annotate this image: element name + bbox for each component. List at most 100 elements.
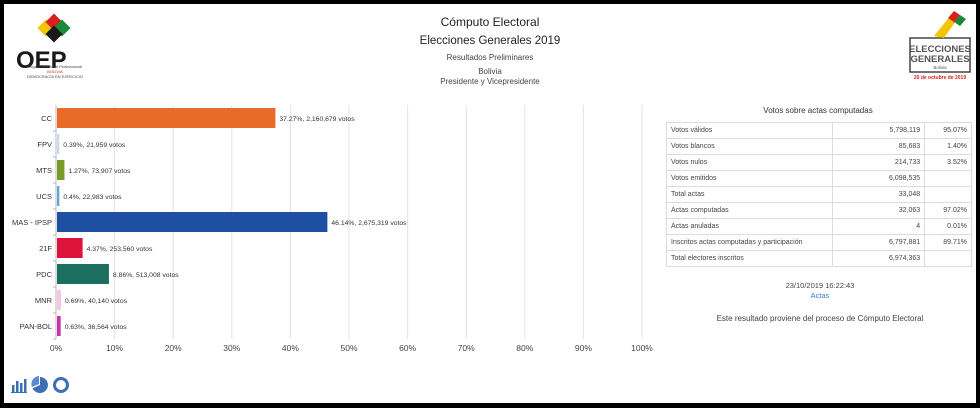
office-label: Presidente y Vicepresidente [440, 77, 540, 86]
stats-cell-pct: 1.40% [924, 138, 972, 155]
stats-cell-pct [924, 250, 972, 267]
category-label: 21F [39, 244, 52, 253]
stats-cell-label: Actas computadas [666, 202, 833, 219]
x-tick-label: 70% [458, 343, 475, 353]
chart-type-switcher [10, 376, 72, 394]
bar[interactable] [57, 238, 83, 258]
x-tick-label: 80% [516, 343, 533, 353]
bar-data-label: 8.86%, 513,008 votos [113, 272, 179, 279]
stats-cell-value: 85,683 [831, 138, 926, 155]
bar[interactable] [57, 108, 276, 128]
update-info: 23/10/2019 16:22:43 Actas [668, 281, 972, 301]
x-tick-label: 50% [340, 343, 357, 353]
bar[interactable] [57, 316, 61, 336]
logo-text-date: 20 de octubre de 2019 [914, 75, 966, 81]
stats-cell-pct: 95.07% [924, 122, 972, 139]
bar[interactable] [57, 264, 109, 284]
bar-data-label: 0.4%, 22,983 votos [63, 194, 122, 201]
logo-text-country: Bolivia [933, 65, 947, 70]
bar[interactable] [57, 160, 65, 180]
bar-data-label: 0.69%, 40,140 votos [65, 298, 128, 305]
bar-chart-icon[interactable] [10, 376, 28, 394]
oep-caption-line2: BOLIVIA [47, 69, 63, 74]
category-label: CC [41, 114, 52, 123]
stats-table: Votos válidos 5,798,119 95.07% Votos blanco… [666, 122, 972, 267]
bar[interactable] [57, 134, 60, 154]
bar-data-label: 0.63%, 36,564 votos [65, 324, 128, 331]
stats-cell-value: 214,733 [831, 154, 926, 171]
stats-row: Total electores inscritos 6,974,363 [666, 250, 972, 267]
category-label: MNR [35, 296, 53, 305]
stats-cell-value: 6,797,881 [831, 234, 926, 251]
x-tick-label: 20% [165, 343, 182, 353]
logo-text-elecciones: ELECCIONES [909, 44, 971, 55]
category-label: PAN-BOL [20, 322, 52, 331]
oep-logo-caption: Órgano Electoral Plurinacional BOLIVIA D… [10, 64, 100, 79]
stats-cell-label: Total electores inscritos [666, 250, 833, 267]
chart-svg: 0% 10% 20% 30% 40% 50% 60% 70% 80% 90% 100% CC 37.27… [12, 105, 653, 353]
stats-cell-pct [924, 170, 972, 187]
pie-chart-icon[interactable] [31, 376, 49, 394]
stats-cell-value: 32,063 [831, 202, 926, 219]
source-note: Este resultado proviene del proceso de C… [716, 314, 924, 323]
country-label: Bolivia [478, 67, 502, 76]
bar-data-label: 0.39%, 21,959 votos [63, 142, 126, 149]
x-tick-label: 100% [631, 343, 653, 353]
bar-data-label: 46.14%, 2,675,319 votos [331, 220, 407, 227]
stats-cell-pct: 0.01% [924, 218, 972, 235]
x-tick-label: 0% [50, 343, 63, 353]
bar[interactable] [57, 290, 62, 310]
oep-caption-line3: DEMOCRACIA EN EJERCICIO [26, 74, 83, 79]
stats-row: Actas computadas 32,063 97.02% [666, 202, 972, 219]
stats-row: Inscritos actas computadas y participaci… [666, 234, 972, 251]
stats-cell-label: Votos nulos [666, 154, 833, 171]
stats-cell-label: Inscritos actas computadas y participaci… [666, 234, 833, 251]
page-header: Cómputo Electoral Elecciones Generales 2… [4, 12, 976, 87]
category-label: PDC [36, 270, 52, 279]
x-tick-label: 90% [575, 343, 592, 353]
stats-row: Votos emitidos 6,098,535 [666, 170, 972, 187]
oep-logo: OEP [16, 13, 71, 74]
bar-data-label: 4.37%, 253,560 votos [87, 246, 153, 253]
bar[interactable] [57, 186, 60, 206]
stats-row: Votos válidos 5,798,119 95.07% [666, 122, 972, 139]
stats-row: Votos blancos 85,683 1.40% [666, 138, 972, 155]
stats-cell-label: Votos emitidos [666, 170, 833, 187]
stats-cell-pct [924, 186, 972, 203]
stats-row: Total actas 33,048 [666, 186, 972, 203]
x-tick-label: 40% [282, 343, 299, 353]
elecciones-generales-logo: ELECCIONES GENERALES Bolivia 20 de octub… [909, 11, 971, 81]
oep-caption-line1: Órgano Electoral Plurinacional [27, 64, 83, 69]
x-tick-label: 60% [399, 343, 416, 353]
stats-cell-pct: 3.52% [924, 154, 972, 171]
stats-cell-value: 33,048 [831, 186, 926, 203]
stats-cell-label: Votos blancos [666, 138, 833, 155]
stats-cell-label: Total actas [666, 186, 833, 203]
stats-cell-value: 6,098,535 [831, 170, 926, 187]
x-tick-label: 10% [106, 343, 123, 353]
stats-cell-value: 5,798,119 [831, 122, 926, 139]
category-label: MAS - IPSP [12, 218, 52, 227]
stats-cell-value: 6,974,363 [831, 250, 926, 267]
oep-logo-text: OEP [16, 47, 67, 74]
stats-cell-pct: 89.71% [924, 234, 972, 251]
donut-chart-icon[interactable] [52, 376, 70, 394]
stats-cell-value: 4 [831, 218, 926, 235]
stats-table-title: Votos sobre actas computadas [763, 106, 873, 115]
update-timestamp: 23/10/2019 16:22:43 [785, 281, 855, 290]
bar[interactable] [57, 212, 328, 232]
category-label: MTS [36, 166, 52, 175]
bar-data-label: 37.27%, 2,160,679 votos [279, 116, 355, 123]
stats-cell-pct: 97.02% [924, 202, 972, 219]
actas-link[interactable]: Actas [810, 291, 830, 300]
x-tick-label: 30% [223, 343, 240, 353]
stats-cell-label: Actas anuladas [666, 218, 833, 235]
results-bar-chart: 0% 10% 20% 30% 40% 50% 60% 70% 80% 90% 100% CC 37.27… [4, 100, 654, 360]
logo-text-generales: GENERALES [910, 54, 969, 65]
results-status: Resultados Preliminares [446, 53, 534, 62]
stats-cell-label: Votos válidos [666, 122, 833, 139]
page-frame: OEP Órgano Electoral Plurinacional BOLIV… [4, 4, 976, 403]
stats-row: Actas anuladas 4 0.01% [666, 218, 972, 235]
category-label: FPV [37, 140, 52, 149]
stats-row: Votos nulos 214,733 3.52% [666, 154, 972, 171]
